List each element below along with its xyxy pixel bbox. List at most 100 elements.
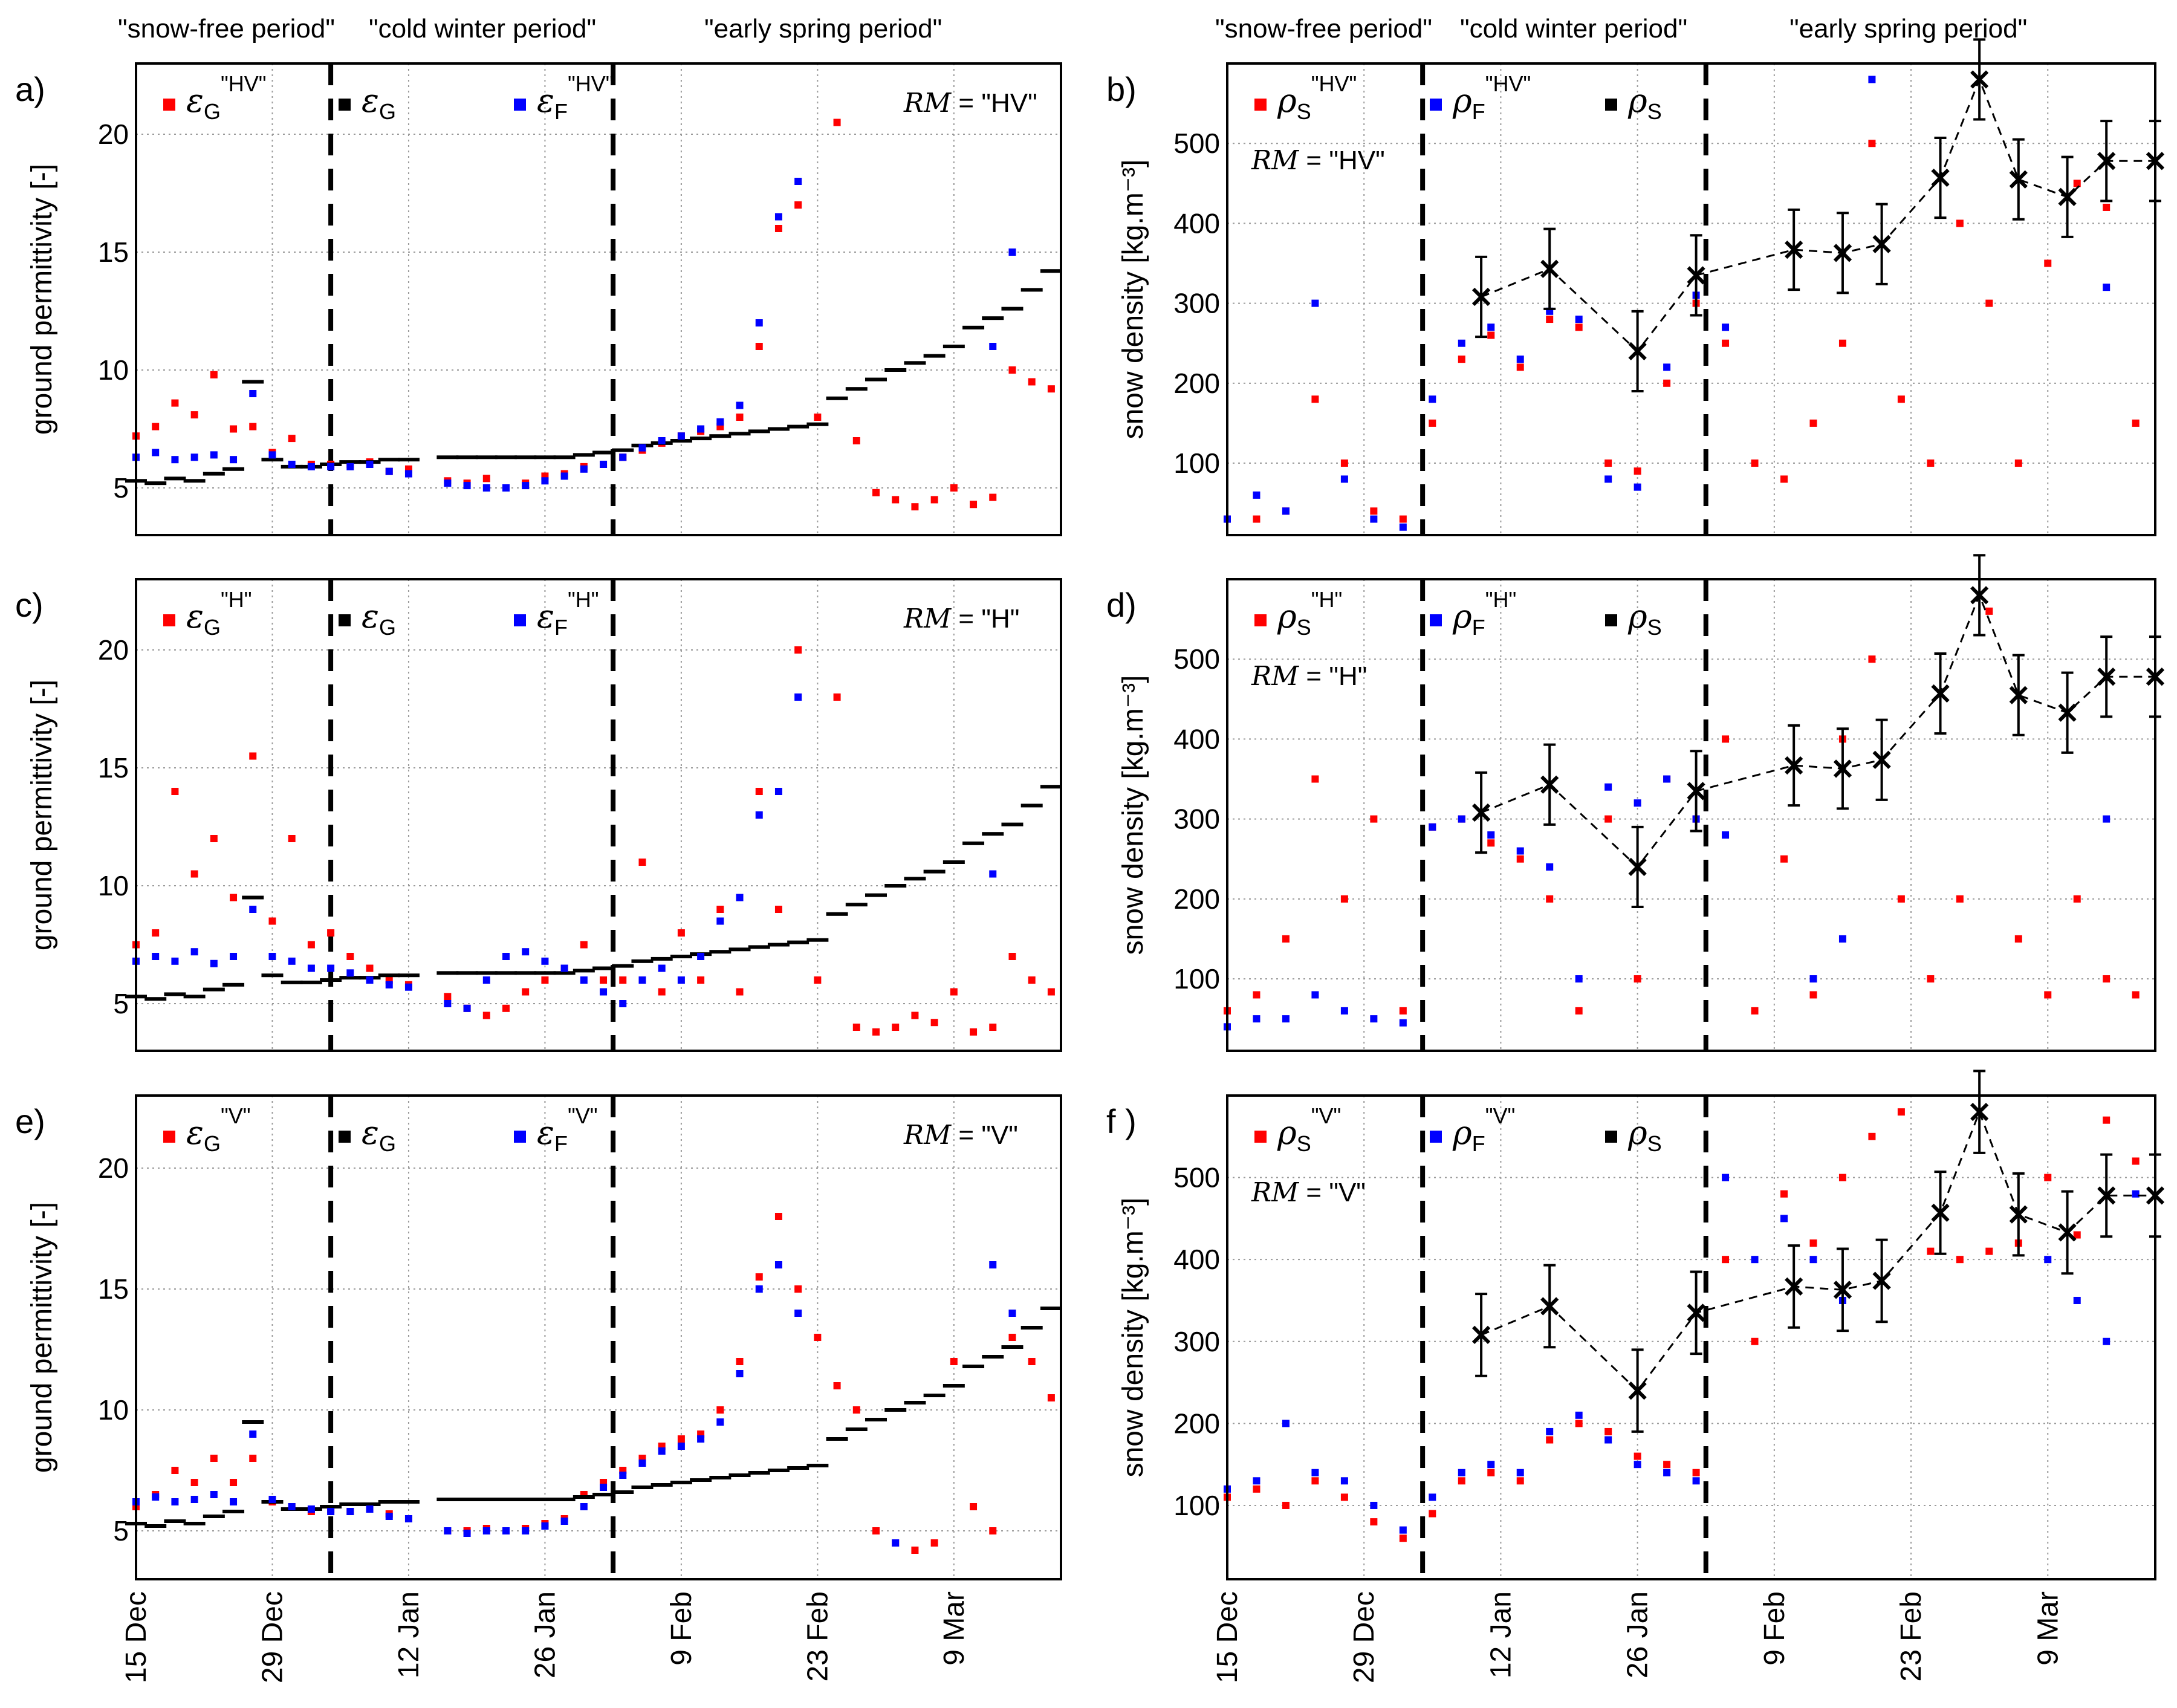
data-point <box>495 1498 517 1501</box>
data-point <box>249 1455 257 1462</box>
data-point <box>2132 1190 2140 1198</box>
data-point <box>573 969 595 973</box>
data-point <box>1868 140 1876 148</box>
data-point <box>1047 385 1055 393</box>
data-point <box>249 752 257 760</box>
data-point <box>1471 287 1491 307</box>
data-point <box>845 1427 868 1431</box>
data-point <box>2044 1174 2052 1181</box>
data-point <box>1927 975 1935 983</box>
data-point <box>697 1435 705 1443</box>
data-point <box>1540 1297 1559 1316</box>
legend-entry: ρS <box>1627 597 1662 640</box>
data-point <box>1546 316 1554 323</box>
data-point <box>794 178 802 185</box>
data-point <box>288 1503 296 1510</box>
rm-label: RM = "V" <box>1251 1177 1366 1208</box>
data-point <box>1008 248 1016 256</box>
data-point <box>1634 799 1641 807</box>
data-point <box>397 458 420 462</box>
legend-marker <box>514 99 526 111</box>
data-point <box>677 1435 685 1443</box>
data-point <box>826 1437 848 1441</box>
data-point <box>1663 1461 1671 1469</box>
data-point <box>1604 815 1612 823</box>
data-point <box>502 484 510 492</box>
data-point <box>774 225 782 232</box>
data-point <box>1604 1427 1612 1435</box>
data-point <box>2009 170 2028 189</box>
data-point <box>1604 1436 1612 1444</box>
data-point <box>553 1498 576 1501</box>
data-point <box>1340 1477 1348 1485</box>
data-point <box>884 884 907 888</box>
data-point <box>560 472 568 480</box>
data-point <box>475 455 498 459</box>
series-blue <box>1224 76 2110 531</box>
legend-marker <box>1254 99 1267 111</box>
data-point <box>1809 975 1817 983</box>
data-point <box>736 988 744 996</box>
data-point <box>573 1495 595 1499</box>
x-tick-label: 9 Mar <box>938 1591 970 1666</box>
period-label-early-spring-right: "early spring period" <box>1789 14 2027 44</box>
data-point <box>1487 323 1495 331</box>
data-point <box>482 1527 490 1534</box>
data-point <box>210 1455 218 1462</box>
data-point <box>2044 259 2052 267</box>
data-point <box>677 976 685 984</box>
series-black <box>125 785 1062 1001</box>
y-tick-label: 20 <box>98 634 129 666</box>
data-point <box>203 1515 225 1518</box>
data-point <box>1838 935 1846 943</box>
data-point <box>736 894 744 901</box>
data-point <box>592 450 615 455</box>
data-point <box>1751 1007 1759 1015</box>
legend-marker <box>163 99 175 111</box>
y-axis-label: ground permittivity [-] <box>26 680 58 950</box>
data-point <box>1340 1007 1348 1015</box>
data-point <box>1785 1277 1803 1296</box>
data-point <box>171 788 179 795</box>
data-point <box>826 912 848 916</box>
data-point <box>1956 895 1964 903</box>
data-point <box>210 451 218 459</box>
data-point <box>716 418 724 426</box>
y-axis-label: snow density [kg.m⁻³] <box>1117 1198 1149 1478</box>
data-point <box>767 427 790 431</box>
data-point <box>774 1213 782 1220</box>
data-point <box>1751 1256 1759 1264</box>
series-blue <box>132 693 997 1012</box>
series-line <box>1481 1109 2155 1392</box>
data-point <box>774 1261 782 1268</box>
rm-label: RM = "HV" <box>903 88 1037 119</box>
data-point <box>638 444 646 452</box>
data-point <box>806 1464 829 1467</box>
data-point <box>190 453 198 461</box>
data-point <box>1970 1102 1989 1122</box>
panel-label: b) <box>1106 70 1137 108</box>
data-point <box>728 1473 751 1477</box>
data-point <box>716 1418 724 1426</box>
data-point <box>612 1490 634 1494</box>
data-point <box>456 455 478 459</box>
data-point <box>982 1355 1004 1359</box>
panel-label: c) <box>15 586 44 624</box>
data-point <box>1868 76 1876 83</box>
data-point <box>1927 1247 1935 1255</box>
data-point <box>794 646 802 654</box>
panel-label: d) <box>1106 586 1137 624</box>
data-point <box>930 496 938 504</box>
plot-frame <box>1226 62 2156 536</box>
series-red <box>1224 140 2140 523</box>
data-point <box>268 917 276 925</box>
data-point <box>1692 1477 1700 1485</box>
period-label-cold-winter-right: "cold winter period" <box>1460 14 1687 44</box>
data-point <box>502 1527 510 1534</box>
data-point <box>884 368 907 372</box>
data-point <box>716 917 724 925</box>
data-point <box>444 1000 452 1007</box>
data-point <box>1040 785 1062 789</box>
data-point <box>1429 419 1436 427</box>
data-point <box>230 1479 238 1486</box>
